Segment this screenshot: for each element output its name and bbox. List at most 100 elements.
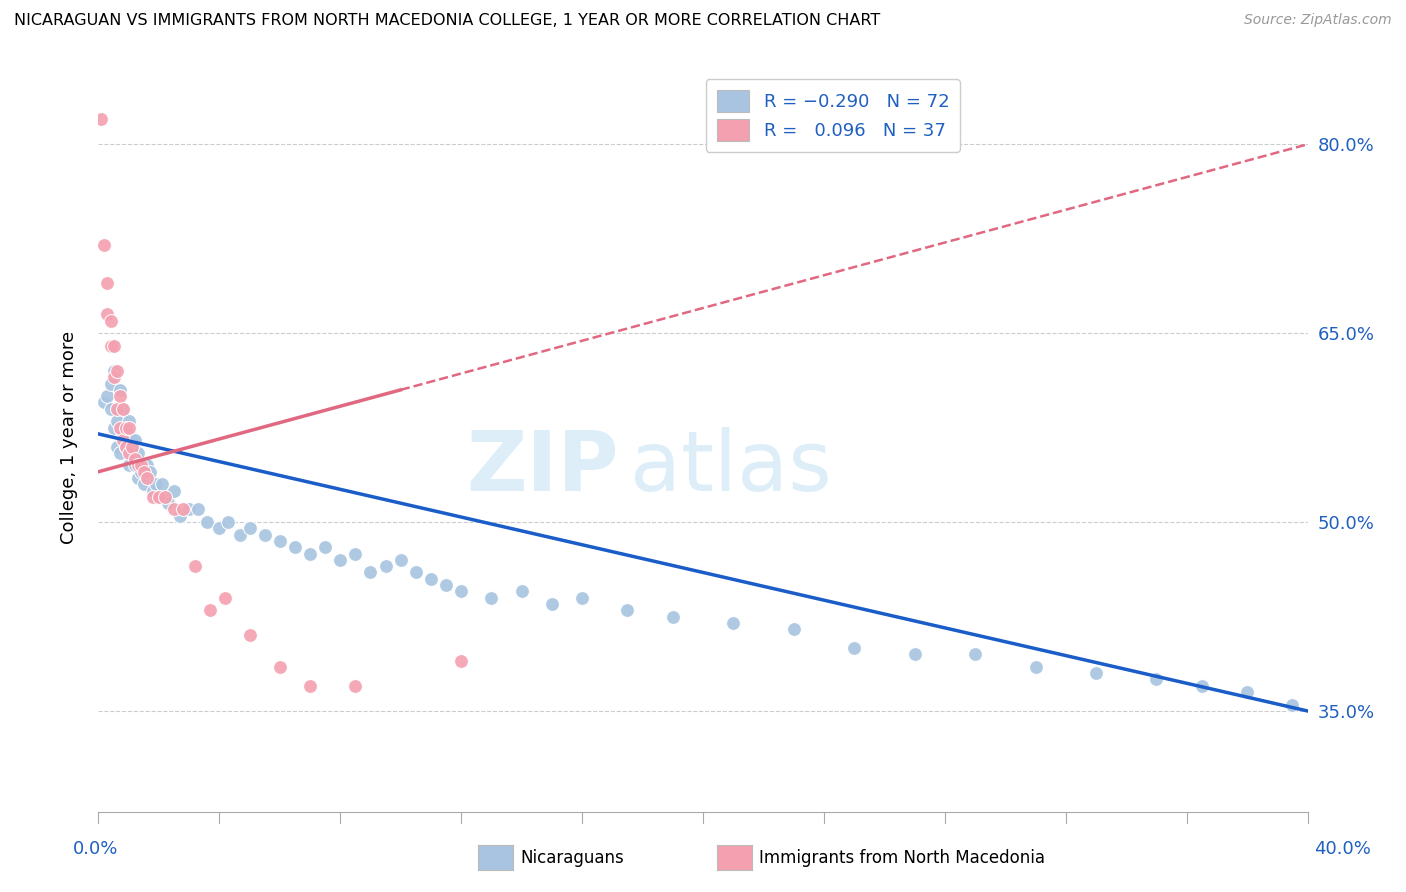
Point <box>163 502 186 516</box>
Text: ZIP: ZIP <box>465 426 619 508</box>
Point <box>132 465 155 479</box>
Point <box>269 533 291 548</box>
Point <box>100 313 122 327</box>
Point <box>450 654 472 668</box>
Point <box>172 502 194 516</box>
Point <box>344 547 367 561</box>
Point <box>179 502 201 516</box>
Y-axis label: College, 1 year or more: College, 1 year or more <box>59 331 77 543</box>
Point <box>129 458 152 473</box>
Point <box>96 276 118 290</box>
Point <box>100 401 122 416</box>
Point <box>118 420 141 434</box>
Point <box>96 307 118 321</box>
Point <box>153 490 176 504</box>
Text: 0.0%: 0.0% <box>73 840 118 858</box>
Point <box>124 434 146 448</box>
Point <box>1144 673 1167 687</box>
Point <box>90 112 112 127</box>
Text: NICARAGUAN VS IMMIGRANTS FROM NORTH MACEDONIA COLLEGE, 1 YEAR OR MORE CORRELATIO: NICARAGUAN VS IMMIGRANTS FROM NORTH MACE… <box>14 13 880 29</box>
Point <box>723 615 745 630</box>
Point <box>904 648 927 662</box>
Point <box>93 238 115 252</box>
Point <box>105 440 128 454</box>
Point <box>844 640 866 655</box>
Point <box>481 591 503 605</box>
Point <box>329 553 352 567</box>
Point <box>100 339 122 353</box>
Point <box>616 603 638 617</box>
Point <box>96 389 118 403</box>
Point <box>1191 679 1213 693</box>
Point <box>132 477 155 491</box>
Point <box>108 446 131 460</box>
Point <box>229 527 252 541</box>
Point <box>105 414 128 428</box>
Point <box>239 628 262 642</box>
Point <box>142 490 165 504</box>
Point <box>114 420 136 434</box>
Point <box>111 426 134 441</box>
Point <box>434 578 457 592</box>
Point <box>374 559 396 574</box>
Legend: R = −0.290   N = 72, R =   0.096   N = 37: R = −0.290 N = 72, R = 0.096 N = 37 <box>706 79 960 152</box>
Point <box>145 477 167 491</box>
Point <box>127 446 149 460</box>
Point <box>103 370 125 384</box>
Point <box>269 660 291 674</box>
Point <box>420 572 443 586</box>
Point <box>284 541 307 555</box>
Point <box>118 458 141 473</box>
Point <box>783 622 806 636</box>
Point <box>214 591 236 605</box>
Point <box>114 440 136 454</box>
Point <box>108 383 131 397</box>
Point <box>314 541 336 555</box>
Point <box>148 490 170 504</box>
Point <box>100 376 122 391</box>
Point <box>121 440 143 454</box>
Text: Immigrants from North Macedonia: Immigrants from North Macedonia <box>759 849 1045 867</box>
Point <box>121 434 143 448</box>
Point <box>111 401 134 416</box>
Point <box>150 477 173 491</box>
Point <box>389 553 412 567</box>
Point <box>111 401 134 416</box>
Point <box>142 483 165 498</box>
Point <box>510 584 533 599</box>
Point <box>135 458 157 473</box>
Point <box>118 446 141 460</box>
Point <box>405 566 427 580</box>
Point <box>217 515 239 529</box>
Point <box>187 502 209 516</box>
Point <box>571 591 593 605</box>
Text: Source: ZipAtlas.com: Source: ZipAtlas.com <box>1244 13 1392 28</box>
Point <box>540 597 562 611</box>
Point <box>108 420 131 434</box>
Point <box>93 395 115 409</box>
Point <box>114 440 136 454</box>
Point <box>105 401 128 416</box>
Point <box>121 446 143 460</box>
Point <box>148 490 170 504</box>
Point <box>239 521 262 535</box>
Point <box>450 584 472 599</box>
Point <box>124 458 146 473</box>
Point <box>253 527 276 541</box>
Point <box>195 515 218 529</box>
Point <box>124 452 146 467</box>
Text: atlas: atlas <box>630 426 832 508</box>
Point <box>200 603 222 617</box>
Point <box>299 547 322 561</box>
Text: Nicaraguans: Nicaraguans <box>520 849 624 867</box>
Point <box>105 364 128 378</box>
Point <box>108 389 131 403</box>
Point <box>299 679 322 693</box>
Point <box>103 339 125 353</box>
Point <box>169 508 191 523</box>
Point <box>111 434 134 448</box>
Point <box>344 679 367 693</box>
Point <box>661 609 683 624</box>
Point <box>127 458 149 473</box>
Point <box>139 465 162 479</box>
